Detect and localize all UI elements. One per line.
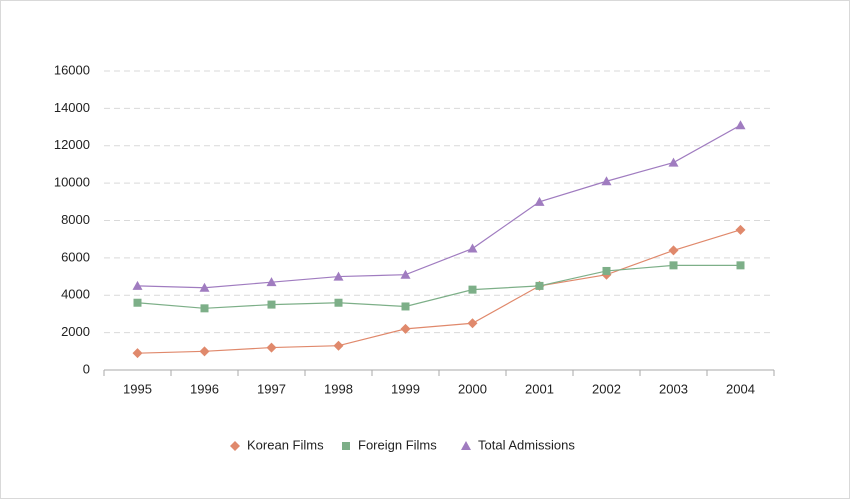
marker: [735, 120, 746, 130]
marker: [199, 282, 210, 292]
marker: [668, 245, 679, 256]
y-tick-label: 10000: [54, 175, 90, 190]
marker: [132, 348, 143, 359]
x-tick-label: 2002: [592, 381, 621, 396]
marker: [601, 176, 612, 186]
legend-label: Korean Films: [247, 437, 324, 452]
x-tick-label: 2004: [726, 381, 755, 396]
x-tick-label: 1996: [190, 381, 219, 396]
marker: [132, 280, 143, 290]
marker: [400, 269, 411, 279]
marker: [669, 261, 678, 270]
x-tick-label: 1999: [391, 381, 420, 396]
marker: [468, 285, 477, 294]
marker: [668, 157, 679, 167]
y-tick-label: 8000: [61, 212, 90, 227]
marker: [267, 300, 276, 309]
marker: [230, 441, 240, 451]
x-tick-label: 2003: [659, 381, 688, 396]
marker: [467, 318, 478, 329]
marker: [333, 271, 344, 281]
y-tick-label: 16000: [54, 62, 90, 77]
y-tick-label: 6000: [61, 249, 90, 264]
y-tick-label: 0: [83, 361, 90, 376]
y-tick-label: 2000: [61, 324, 90, 339]
legend-label: Foreign Films: [358, 437, 437, 452]
line: [137, 229, 741, 354]
marker: [400, 323, 411, 334]
line: [137, 124, 741, 289]
x-tick-label: 1997: [257, 381, 286, 396]
line: [137, 264, 741, 309]
marker: [461, 441, 471, 450]
marker: [266, 277, 277, 287]
y-tick-label: 12000: [54, 137, 90, 152]
x-tick-label: 1995: [123, 381, 152, 396]
marker: [333, 340, 344, 351]
x-tick-label: 1998: [324, 381, 353, 396]
marker: [467, 243, 478, 253]
y-tick-label: 14000: [54, 100, 90, 115]
marker: [735, 224, 746, 235]
marker: [535, 281, 544, 290]
marker: [334, 298, 343, 307]
legend-label: Total Admissions: [478, 437, 575, 452]
marker: [736, 261, 745, 270]
marker: [133, 298, 142, 307]
x-tick-label: 2001: [525, 381, 554, 396]
marker: [602, 266, 611, 275]
marker: [342, 442, 350, 450]
y-tick-label: 4000: [61, 287, 90, 302]
marker: [266, 342, 277, 353]
marker: [199, 346, 210, 357]
marker: [200, 304, 209, 313]
marker: [401, 302, 410, 311]
x-tick-label: 2000: [458, 381, 487, 396]
marker: [534, 196, 545, 206]
